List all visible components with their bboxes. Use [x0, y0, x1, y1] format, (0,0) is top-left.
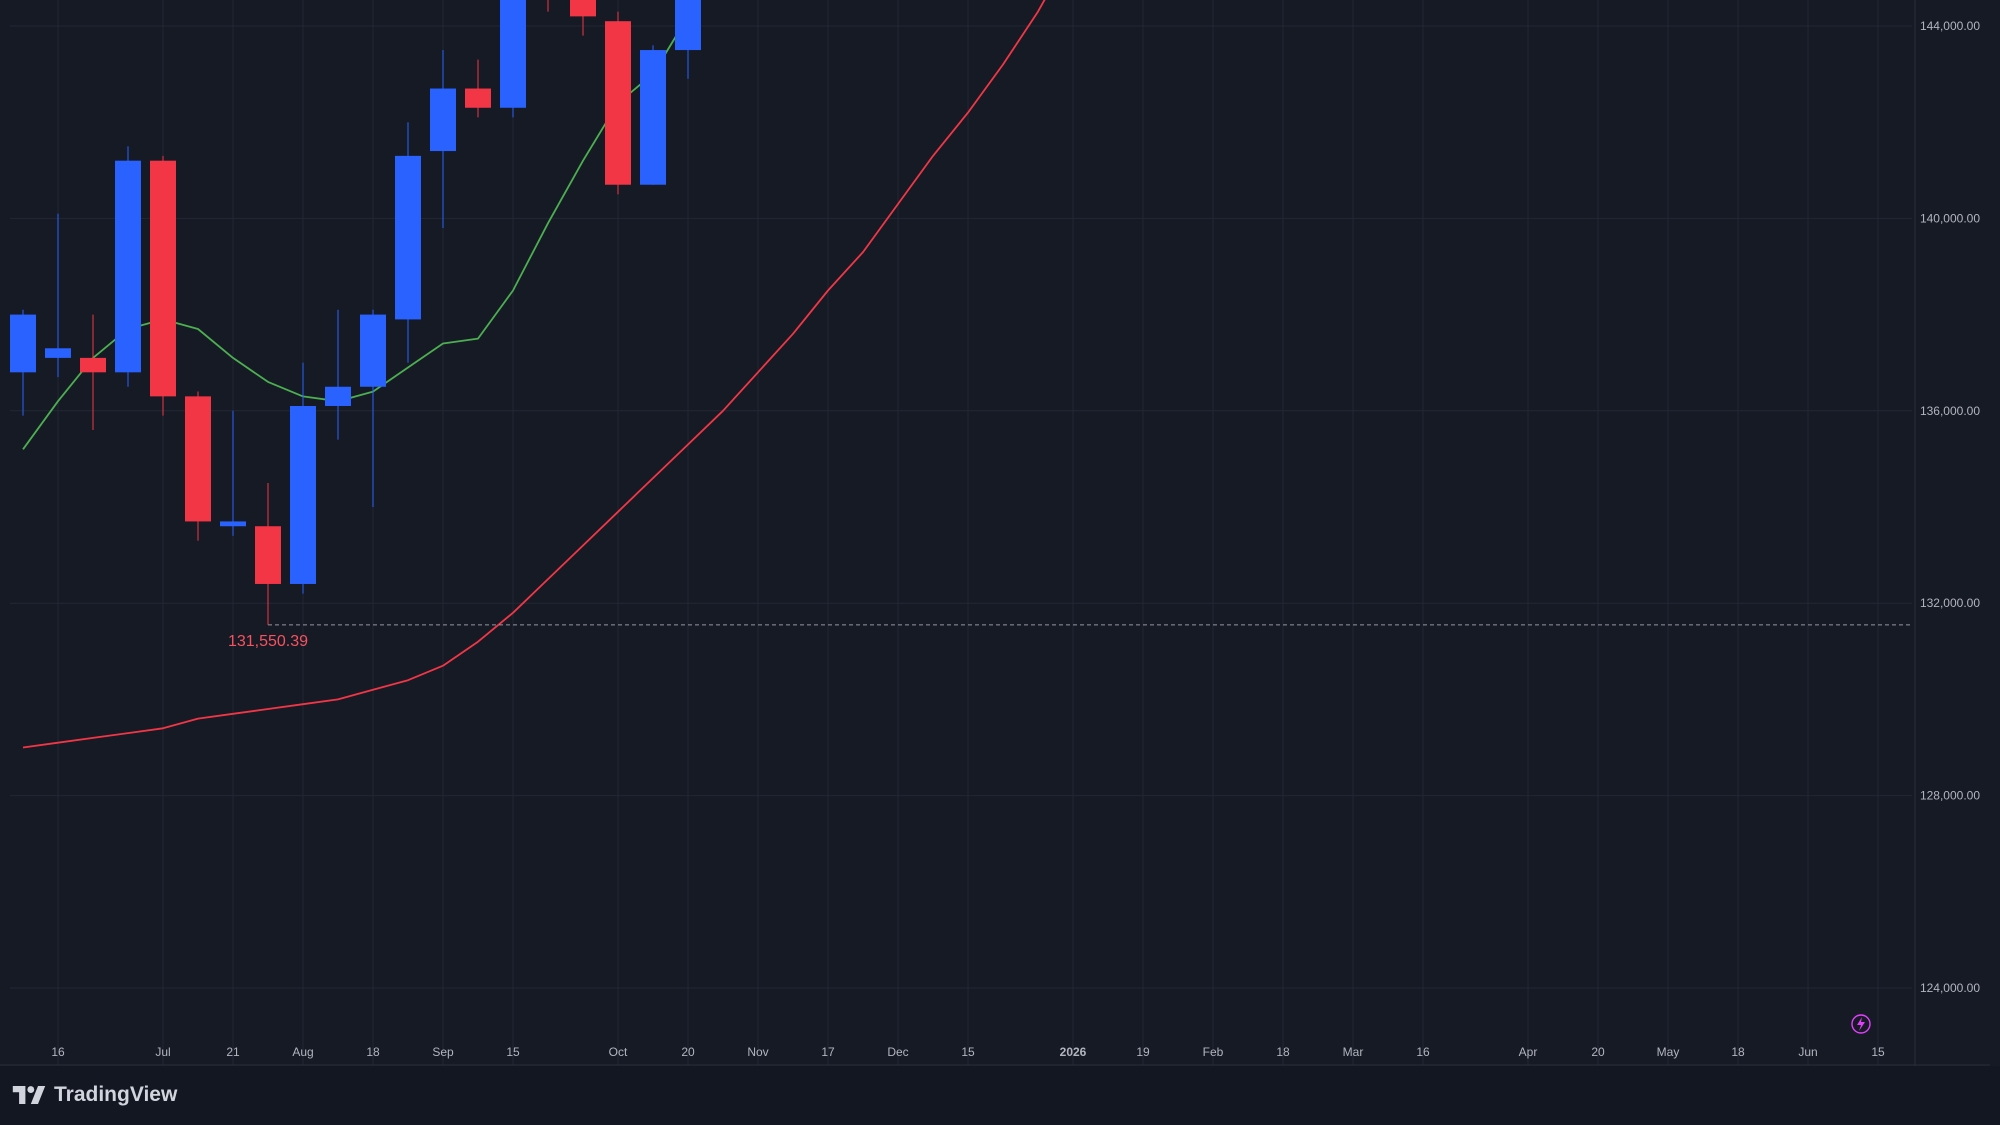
- time-tick-label: 2026: [1060, 1045, 1087, 1059]
- candle: [45, 213, 71, 378]
- time-tick-label: Sep: [432, 1045, 454, 1059]
- time-tick-label: Jun: [1798, 1045, 1817, 1059]
- candle: [360, 309, 386, 507]
- candle-body: [290, 405, 316, 584]
- time-tick-label: 18: [366, 1045, 380, 1059]
- lightning-bolt-glyph: [1857, 1017, 1865, 1031]
- candle-body: [675, 0, 701, 51]
- price-axis[interactable]: 124,000.00 128,000.00 132,000.00 136,000.00…: [1914, 0, 1980, 1066]
- candle: [395, 122, 421, 363]
- low-price-label: 131,550.39: [228, 633, 308, 650]
- time-tick-label: 21: [226, 1045, 240, 1059]
- candle-body: [360, 314, 386, 387]
- candle-body: [115, 160, 141, 373]
- time-tick-label: 20: [1591, 1045, 1605, 1059]
- tradingview-logo-icon: [12, 1086, 46, 1104]
- candle: [640, 45, 666, 185]
- time-tick-label: 16: [51, 1045, 65, 1059]
- candle: [115, 146, 141, 387]
- time-tick-label: 16: [1416, 1045, 1430, 1059]
- price-tick-label: 136,000.00: [1920, 404, 1980, 418]
- time-tick-label: 15: [961, 1045, 975, 1059]
- time-tick-label: May: [1657, 1045, 1680, 1059]
- price-tick-label: 132,000.00: [1920, 596, 1980, 610]
- candle: [430, 50, 456, 229]
- brand-name: TradingView: [54, 1083, 178, 1106]
- candle: [325, 309, 351, 440]
- candle-body: [45, 348, 71, 358]
- candle-body: [325, 386, 351, 406]
- candle-body: [465, 88, 491, 108]
- time-tick-label: Oct: [609, 1045, 628, 1059]
- footer-bar: [0, 1066, 2000, 1125]
- candle-body: [605, 21, 631, 185]
- ma-slow-line: [22, 0, 1046, 749]
- price-tick-label: 144,000.00: [1920, 19, 1980, 33]
- time-tick-label: Dec: [887, 1045, 908, 1059]
- time-tick-label: 15: [1871, 1045, 1885, 1059]
- time-tick-label: 19: [1136, 1045, 1150, 1059]
- time-tick-label: Jul: [155, 1045, 170, 1059]
- candle-body: [255, 526, 281, 584]
- alert-button[interactable]: [1851, 1014, 1871, 1034]
- time-tick-label: Feb: [1203, 1045, 1224, 1059]
- ma-fast-line: [22, 0, 699, 450]
- price-tick-label: 140,000.00: [1920, 211, 1980, 225]
- time-tick-label: 18: [1731, 1045, 1745, 1059]
- time-axis[interactable]: 16 Jul 21 Aug 18 Sep 15 Oct 20 Nov 17 Dec 15 2026 19 Fe…: [0, 1045, 1990, 1066]
- ma-slow-polyline: [22, 0, 1046, 749]
- time-tick-label: Apr: [1519, 1045, 1538, 1059]
- candle-body: [150, 160, 176, 397]
- time-tick-label: Nov: [747, 1045, 768, 1059]
- candle-body: [10, 314, 36, 373]
- candle: [150, 155, 176, 416]
- candle: [10, 309, 36, 416]
- reference-lines: [268, 624, 1912, 626]
- candle: [500, 0, 526, 118]
- candle-body: [430, 88, 456, 152]
- candle: [185, 391, 211, 541]
- candle: [290, 362, 316, 594]
- candle: [80, 314, 106, 431]
- time-tick-label: 18: [1276, 1045, 1290, 1059]
- time-tick-label: 17: [821, 1045, 835, 1059]
- tradingview-logo[interactable]: TradingView: [12, 1083, 177, 1107]
- candle: [220, 410, 246, 536]
- annotations: 199,354.81131,550.39: [228, 633, 308, 650]
- chart-background: [0, 0, 2000, 1066]
- lightning-bolt-icon: [1851, 1014, 1871, 1034]
- time-tick-label: 20: [681, 1045, 695, 1059]
- candle-body: [220, 521, 246, 527]
- candle: [570, 0, 596, 36]
- candle-body: [570, 0, 596, 17]
- candle-body: [640, 50, 666, 185]
- candle: [605, 11, 631, 195]
- candle-body: [500, 0, 526, 108]
- time-tick-label: 15: [506, 1045, 520, 1059]
- candle: [465, 59, 491, 118]
- price-tick-label: 124,000.00: [1920, 981, 1980, 995]
- candles-group: [10, 0, 701, 625]
- candle-body: [185, 396, 211, 522]
- candle: [675, 0, 701, 79]
- ma-fast-polyline: [22, 0, 699, 450]
- time-tick-label: Aug: [292, 1045, 313, 1059]
- time-tick-label: Mar: [1343, 1045, 1364, 1059]
- candle-body: [395, 155, 421, 320]
- price-tick-label: 128,000.00: [1920, 789, 1980, 803]
- candle: [255, 482, 281, 625]
- candle-body: [80, 357, 106, 373]
